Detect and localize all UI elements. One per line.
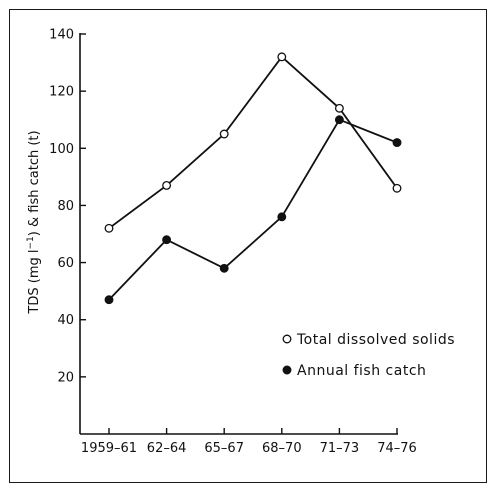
tds-point	[392, 183, 402, 193]
y-axis-ticks: 20 40 60 80 100 120 140	[49, 28, 86, 385]
y-axis-title: TDS (mg l−1) & fish catch (t)	[26, 130, 42, 314]
series-lines	[108, 55, 398, 301]
y-tick-label: 120	[49, 85, 74, 100]
series-points	[104, 52, 402, 305]
legend-label: Total dissolved solids	[296, 332, 455, 348]
legend-open-circle-marker	[282, 334, 292, 344]
fish-catch-point	[277, 212, 287, 222]
legend-filled-circle-marker	[282, 365, 292, 375]
legend-label: Annual fish catch	[297, 363, 426, 379]
y-tick-label: 60	[57, 256, 74, 271]
chart-frame	[9, 9, 487, 483]
y-tick-label: 20	[57, 370, 74, 385]
x-tick-label: 74–76	[377, 441, 417, 456]
x-tick-label: 68–70	[262, 441, 302, 456]
tds-line	[108, 55, 398, 230]
tds-point	[334, 103, 344, 113]
fish-catch-point	[162, 235, 172, 245]
fish-catch-point	[392, 138, 402, 148]
tds-point	[162, 180, 172, 190]
fish-catch-line	[108, 118, 398, 301]
fish-catch-point	[219, 263, 229, 273]
x-tick-label: 65–67	[204, 441, 244, 456]
tds-point	[277, 52, 287, 62]
x-tick-label: 62–64	[147, 441, 187, 456]
y-axis-title-part: ) & fish catch (t)	[27, 130, 42, 236]
x-tick-label: 1959–61	[81, 441, 137, 456]
y-axis-title-part: TDS (mg l	[27, 249, 42, 314]
tds-point	[219, 129, 229, 139]
fish-catch-point	[334, 115, 344, 125]
y-tick-label: 80	[57, 199, 74, 214]
legend: Total dissolved solids Annual fish catch	[282, 332, 455, 379]
y-tick-label: 100	[49, 142, 74, 157]
axes	[79, 33, 398, 435]
tds-point	[104, 223, 114, 233]
x-tick-label: 71–73	[320, 441, 360, 456]
y-axis-title-part: −1	[26, 236, 36, 249]
y-tick-label: 140	[49, 28, 74, 43]
fish-catch-point	[104, 295, 114, 305]
x-axis-ticks: 1959–61 62–64 65–67 68–70 71–73 74–76	[81, 428, 417, 456]
y-tick-label: 40	[57, 313, 74, 328]
